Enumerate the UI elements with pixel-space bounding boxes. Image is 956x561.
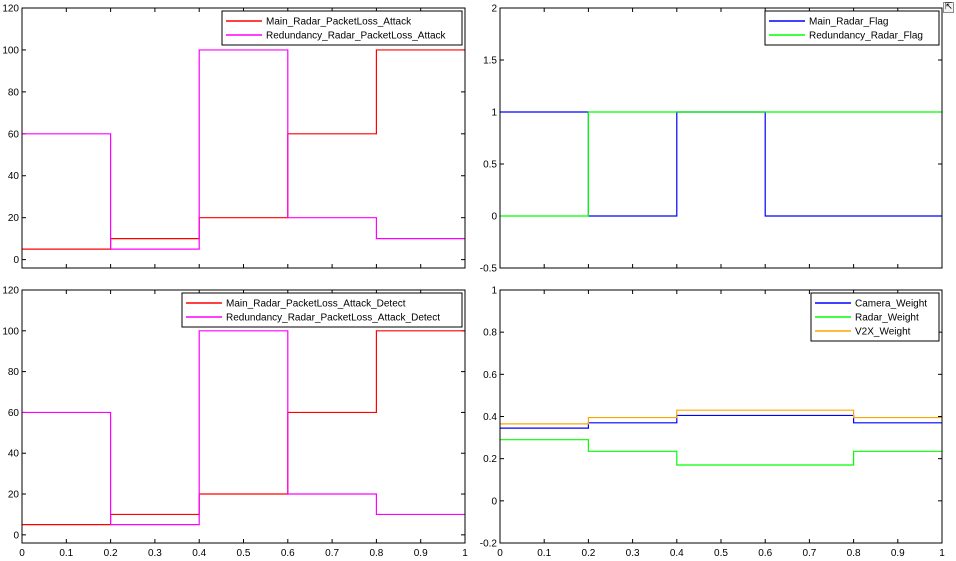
y-tick-label: 120	[2, 4, 19, 15]
dock-icon[interactable]: ⇱	[943, 2, 954, 13]
series-line-2	[500, 439, 942, 466]
x-tick-label: 0	[497, 548, 503, 559]
x-tick-label: 0	[19, 548, 25, 559]
x-tick-label: 0.1	[537, 548, 551, 559]
y-tick-label: 20	[8, 213, 20, 224]
legend-entry: Redundancy_Radar_PacketLoss_Attack	[266, 31, 447, 42]
legend-box	[764, 10, 940, 46]
y-tick-label: 20	[8, 490, 20, 501]
legend-entry: Main_Radar_Flag	[809, 17, 889, 28]
legend-box	[221, 10, 463, 46]
y-tick-label: 80	[8, 367, 20, 378]
y-tick-label: 120	[2, 286, 19, 297]
legend-entry: Camera_Weight	[855, 299, 927, 310]
y-tick-label: 100	[2, 326, 19, 337]
x-tick-label: 0.9	[891, 548, 905, 559]
axes-box	[499, 7, 943, 269]
y-tick-label: 80	[8, 87, 20, 98]
x-tick-label: 1	[462, 548, 468, 559]
x-tick-label: 0.3	[626, 548, 640, 559]
legend: Main_Radar_PacketLoss_Attack Redundancy_R…	[221, 10, 463, 46]
y-tick-label: 1.5	[483, 56, 497, 67]
y-tick-label: 100	[2, 45, 19, 56]
x-tick-label: 1	[939, 548, 945, 559]
y-tick-label: 0	[13, 255, 19, 266]
series-line-2	[500, 111, 942, 217]
subplot-4: -0.200.20.40.60.810 0.1 0.2 0.3 0.4 0.5 0.6 0.7…	[480, 286, 945, 560]
x-tick-label: 0.8	[369, 548, 383, 559]
legend: Main_Radar_PacketLoss_Attack_Detect Redun…	[181, 292, 463, 328]
x-tick-label: 0.6	[758, 548, 772, 559]
legend-entry: Redundancy_Radar_Flag	[809, 31, 923, 42]
series-line-2	[22, 49, 465, 250]
y-tick-label: 0.5	[483, 160, 497, 171]
x-tick-label: 0.4	[192, 548, 206, 559]
subplot-3: 0 20 40 60 80 100 120 0 0.1 0.2 0.3 0.4 0.5 0.6 0.7 0.8…	[2, 286, 468, 560]
y-tick-label: 0	[491, 212, 497, 223]
y-tick-label: 0.4	[483, 412, 497, 423]
y-tick-label: 1	[491, 108, 497, 119]
subplot-2: -0.5 0 0.5 1 1.5 2 Main_Radar_Flag Redundancy_R…	[480, 4, 943, 275]
legend: Camera_Weight Radar_Weight V2X_Weight	[810, 292, 940, 342]
subplot-1: 0 20 40 60 80 100 120 Main_Radar_PacketLoss_Att…	[2, 4, 466, 269]
y-tick-label: 0.6	[483, 370, 497, 381]
y-tick-label: 0	[491, 496, 497, 507]
x-tick-label: 0.2	[104, 548, 118, 559]
series-line-2	[22, 330, 465, 526]
y-tick-label: 1	[491, 286, 497, 297]
x-tick-label: 0.3	[148, 548, 162, 559]
x-tick-label: 0.7	[802, 548, 816, 559]
y-tick-label: 60	[8, 129, 20, 140]
y-tick-label: 0	[13, 530, 19, 541]
axes-box	[21, 289, 466, 544]
legend-entry: V2X_Weight	[855, 327, 911, 338]
x-tick-label: 0.2	[581, 548, 595, 559]
x-tick-label: 0.8	[847, 548, 861, 559]
series-line-1	[22, 330, 465, 526]
x-tick-label: 0.4	[670, 548, 684, 559]
series-line-1	[500, 414, 942, 429]
axes-box	[499, 289, 943, 544]
y-tick-label: 0.2	[483, 454, 497, 465]
y-tick-label: 2	[491, 4, 497, 15]
legend-entry: Main_Radar_PacketLoss_Attack	[266, 17, 412, 28]
y-tick-label: 60	[8, 408, 20, 419]
series-line-3	[500, 409, 942, 425]
x-tick-label: 0.5	[237, 548, 251, 559]
x-tick-label: 0.1	[59, 548, 73, 559]
legend-box	[181, 292, 463, 328]
y-tick-label: 40	[8, 449, 20, 460]
y-tick-label: 40	[8, 171, 20, 182]
legend-entry: Redundancy_Radar_PacketLoss_Attack_Detec…	[226, 313, 440, 324]
series-line-1	[500, 111, 942, 217]
x-tick-label: 0.9	[414, 548, 428, 559]
legend-entry: Radar_Weight	[855, 313, 919, 324]
x-tick-label: 0.7	[325, 548, 339, 559]
legend: Main_Radar_Flag Redundancy_Radar_Flag	[764, 10, 940, 46]
y-tick-label: -0.2	[480, 539, 498, 550]
x-tick-label: 0.6	[281, 548, 295, 559]
legend-entry: Main_Radar_PacketLoss_Attack_Detect	[226, 299, 406, 310]
x-tick-label: 0.5	[714, 548, 728, 559]
series-line-1	[22, 49, 465, 250]
y-tick-label: 0.8	[483, 328, 497, 339]
axes-box	[21, 7, 466, 269]
y-tick-label: -0.5	[480, 264, 498, 275]
